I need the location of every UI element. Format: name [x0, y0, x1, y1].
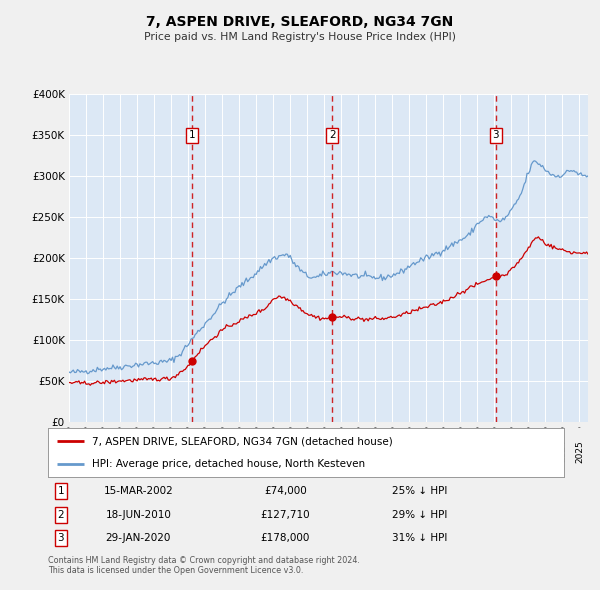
Text: 2009: 2009: [303, 440, 312, 463]
Text: 2010: 2010: [320, 440, 329, 463]
Text: 2000: 2000: [149, 440, 158, 463]
Text: 2004: 2004: [218, 440, 227, 463]
Text: 7, ASPEN DRIVE, SLEAFORD, NG34 7GN (detached house): 7, ASPEN DRIVE, SLEAFORD, NG34 7GN (deta…: [92, 437, 392, 447]
Text: 3: 3: [58, 533, 64, 543]
Text: 2013: 2013: [371, 440, 380, 463]
Text: 29% ↓ HPI: 29% ↓ HPI: [392, 510, 447, 520]
Text: 15-MAR-2002: 15-MAR-2002: [103, 486, 173, 496]
Text: 1997: 1997: [98, 440, 107, 463]
Text: 29-JAN-2020: 29-JAN-2020: [106, 533, 171, 543]
Text: 2021: 2021: [507, 440, 516, 463]
Text: 2016: 2016: [422, 440, 431, 463]
Text: 2018: 2018: [456, 440, 465, 463]
Text: £127,710: £127,710: [260, 510, 310, 520]
Text: 2006: 2006: [251, 440, 260, 463]
Text: £178,000: £178,000: [260, 533, 310, 543]
Text: HPI: Average price, detached house, North Kesteven: HPI: Average price, detached house, Nort…: [92, 458, 365, 468]
Text: 1999: 1999: [133, 440, 142, 463]
Text: 2015: 2015: [405, 440, 414, 463]
Text: £74,000: £74,000: [264, 486, 307, 496]
Text: 2020: 2020: [490, 440, 499, 463]
Text: 2012: 2012: [354, 440, 363, 463]
Text: 31% ↓ HPI: 31% ↓ HPI: [392, 533, 447, 543]
Text: 2019: 2019: [473, 440, 482, 463]
Text: 2005: 2005: [235, 440, 244, 463]
Text: 2024: 2024: [558, 440, 567, 463]
Text: 2017: 2017: [439, 440, 448, 463]
Text: 2003: 2003: [200, 440, 209, 463]
Text: 7, ASPEN DRIVE, SLEAFORD, NG34 7GN: 7, ASPEN DRIVE, SLEAFORD, NG34 7GN: [146, 15, 454, 29]
Text: Price paid vs. HM Land Registry's House Price Index (HPI): Price paid vs. HM Land Registry's House …: [144, 32, 456, 42]
Text: 2023: 2023: [541, 440, 550, 463]
Text: 2002: 2002: [184, 440, 193, 463]
Text: 1996: 1996: [82, 440, 91, 463]
Text: 2011: 2011: [337, 440, 346, 463]
Text: Contains HM Land Registry data © Crown copyright and database right 2024.
This d: Contains HM Land Registry data © Crown c…: [48, 556, 360, 575]
Text: 2025: 2025: [575, 440, 584, 463]
Text: 1: 1: [188, 130, 195, 140]
Text: 2001: 2001: [167, 440, 176, 463]
Text: 18-JUN-2010: 18-JUN-2010: [106, 510, 171, 520]
Text: 25% ↓ HPI: 25% ↓ HPI: [392, 486, 447, 496]
Text: 2008: 2008: [286, 440, 295, 463]
Text: 2014: 2014: [388, 440, 397, 463]
Text: 2: 2: [58, 510, 64, 520]
Text: 2022: 2022: [524, 440, 533, 463]
Text: 1: 1: [58, 486, 64, 496]
Text: 1995: 1995: [65, 440, 74, 463]
Text: 1998: 1998: [116, 440, 125, 463]
Text: 3: 3: [493, 130, 499, 140]
Text: 2: 2: [329, 130, 335, 140]
Text: 2007: 2007: [269, 440, 278, 463]
